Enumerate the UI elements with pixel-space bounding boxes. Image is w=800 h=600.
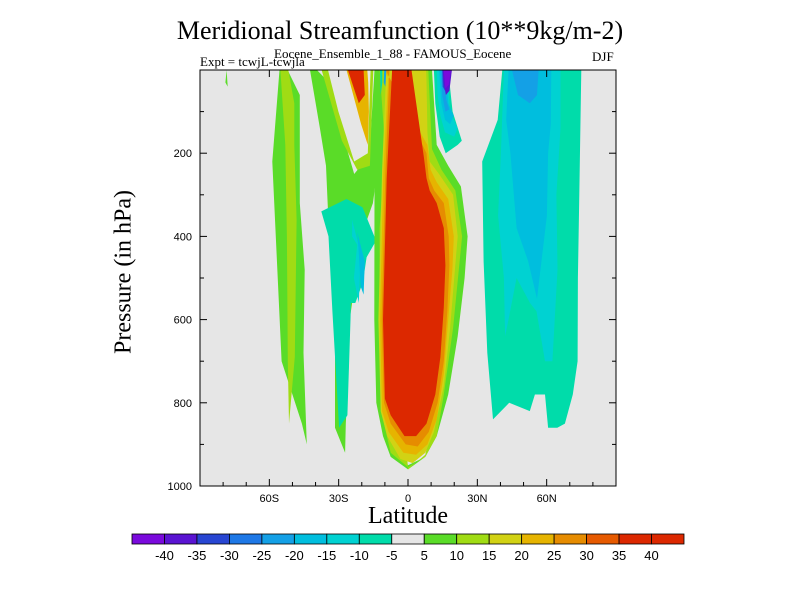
colorbar-box-8 — [391, 533, 425, 545]
season-label: DJF — [592, 49, 614, 64]
colorbar-label-3: -25 — [252, 548, 271, 563]
axis-ticks: 60S 30S 0 30N 60N 200 400 600 800 1000 — [168, 70, 616, 505]
contour-region-17 — [383, 70, 387, 87]
colorbar-label-5: -15 — [317, 548, 336, 563]
colorbar-box-15 — [618, 533, 652, 545]
contour-region-4 — [321, 70, 374, 170]
colorbar-label-13: 30 — [579, 548, 593, 563]
contour-region-8 — [352, 219, 361, 303]
contour-region-2 — [225, 70, 228, 87]
colorbar-label-12: 25 — [547, 548, 561, 563]
x-tick-label-4: 60N — [537, 493, 557, 505]
y-tick-label-4: 1000 — [168, 481, 192, 493]
chart-subtitle: Eocene_Ensemble_1_88 - FAMOUS_Eocene — [274, 46, 512, 61]
x-tick-label-3: 30N — [467, 493, 487, 505]
colorbar-box-10 — [456, 533, 490, 545]
colorbar-label-0: -40 — [155, 548, 174, 563]
colorbar-label-10: 15 — [482, 548, 496, 563]
colorbar-box-7 — [358, 533, 393, 545]
colorbar-label-2: -30 — [220, 548, 239, 563]
colorbar: -40 -35 -30 -25 -20 -15 -10 -5 5 10 15 20 25 30 35 40 — [131, 533, 685, 563]
contour-region-9 — [357, 232, 365, 295]
contour-region-24 — [443, 70, 451, 89]
colorbar-box-12 — [521, 533, 555, 545]
colorbar-label-6: -10 — [350, 548, 369, 563]
contour-regions — [225, 70, 582, 470]
colorbar-box-0 — [131, 533, 165, 545]
colorbar-label-9: 10 — [449, 548, 463, 563]
colorbar-label-15: 40 — [644, 548, 658, 563]
y-tick-label-0: 200 — [174, 148, 192, 160]
chart-title: Meridional Streamfunction (10**9kg/m-2) — [176, 16, 624, 45]
colorbar-label-4: -20 — [285, 548, 304, 563]
colorbar-label-14: 35 — [612, 548, 626, 563]
x-axis-label: Latitude — [368, 503, 448, 529]
colorbar-box-2 — [196, 533, 230, 545]
x-tick-label-1: 30S — [329, 493, 349, 505]
y-tick-label-3: 800 — [174, 398, 192, 410]
colorbar-label-8: 5 — [421, 548, 428, 563]
colorbar-box-3 — [229, 533, 263, 545]
colorbar-box-1 — [164, 533, 198, 545]
colorbar-box-16 — [651, 533, 685, 545]
colorbar-box-9 — [423, 533, 458, 545]
x-tick-label-2: 0 — [405, 493, 411, 505]
x-tick-label-0: 60S — [260, 493, 280, 505]
y-tick-label-1: 400 — [174, 231, 192, 243]
y-tick-label-2: 600 — [174, 315, 192, 327]
contour-region-28 — [512, 70, 539, 104]
colorbar-box-14 — [586, 533, 620, 545]
colorbar-box-4 — [261, 533, 295, 545]
colorbar-box-6 — [326, 533, 360, 545]
contour-region-6 — [342, 70, 365, 104]
contour-region-15 — [383, 70, 446, 437]
colorbar-label-11: 20 — [514, 548, 528, 563]
contour-region-16 — [380, 70, 383, 95]
contour-region-1 — [280, 70, 297, 424]
colorbar-box-13 — [553, 533, 587, 545]
colorbar-label-7: -5 — [386, 548, 398, 563]
colorbar-label-1: -35 — [188, 548, 207, 563]
contour-region-27 — [506, 70, 552, 299]
experiment-label: Expt = tcwjL-tcwjla — [200, 54, 305, 69]
colorbar-box-5 — [293, 533, 328, 545]
colorbar-box-11 — [488, 533, 523, 545]
